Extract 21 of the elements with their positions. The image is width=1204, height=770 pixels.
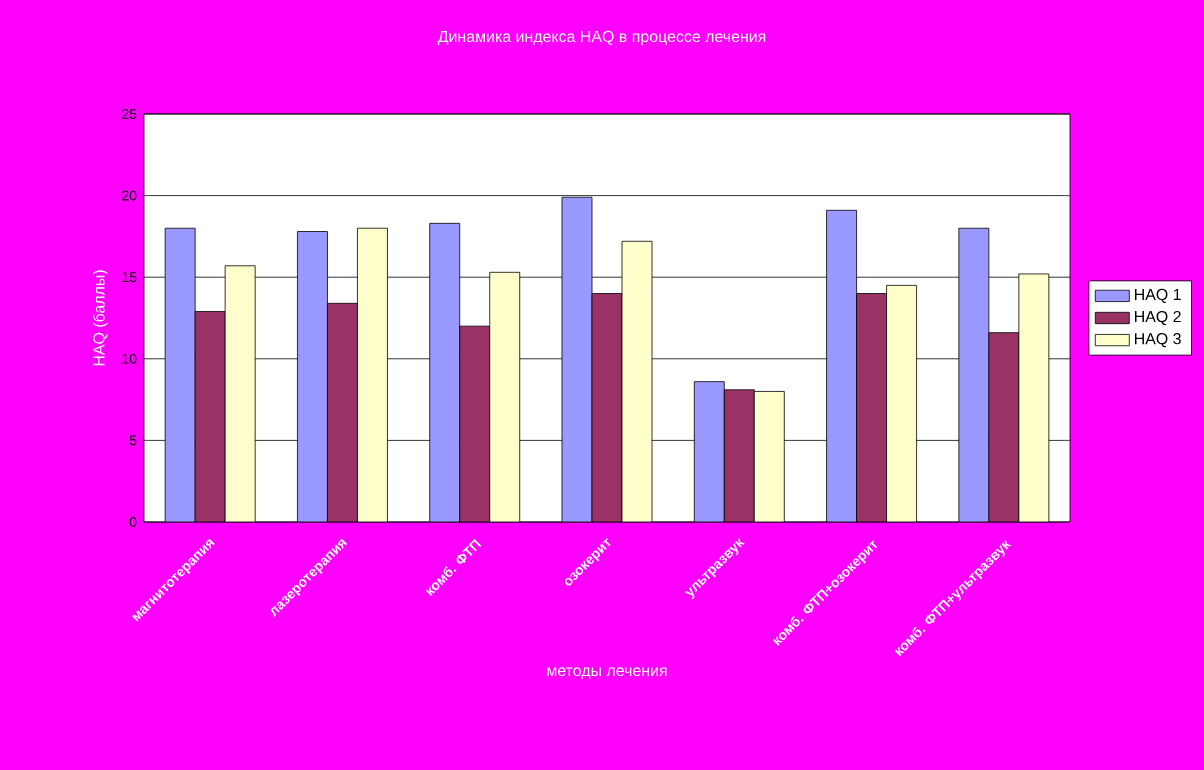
bar <box>988 332 1020 522</box>
bar <box>297 231 328 522</box>
bar <box>591 293 623 522</box>
bar <box>459 325 491 522</box>
bar <box>1018 273 1050 522</box>
bar <box>429 222 461 522</box>
bar <box>164 227 196 522</box>
bar <box>224 265 256 522</box>
bar <box>723 389 755 522</box>
bar <box>826 209 857 522</box>
bar <box>886 284 917 522</box>
bar <box>693 381 725 522</box>
bar <box>621 240 653 522</box>
bar <box>753 391 785 522</box>
bar <box>856 293 887 522</box>
bar <box>489 271 521 522</box>
bar <box>357 227 388 522</box>
bar <box>327 302 358 522</box>
bar <box>958 227 990 522</box>
bar <box>561 196 593 522</box>
bar <box>194 311 226 522</box>
